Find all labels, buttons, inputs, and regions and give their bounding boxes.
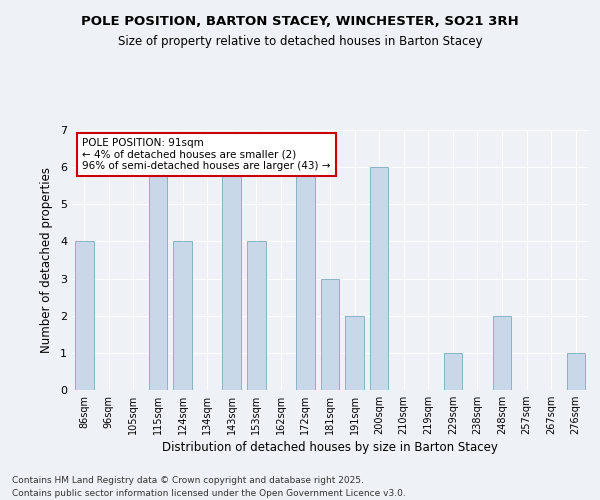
Bar <box>223 167 241 390</box>
X-axis label: Distribution of detached houses by size in Barton Stacey: Distribution of detached houses by size … <box>162 442 498 454</box>
Text: Size of property relative to detached houses in Barton Stacey: Size of property relative to detached ho… <box>118 35 482 48</box>
Text: Contains HM Land Registry data © Crown copyright and database right 2025.: Contains HM Land Registry data © Crown c… <box>12 476 364 485</box>
Text: POLE POSITION: 91sqm
← 4% of detached houses are smaller (2)
96% of semi-detache: POLE POSITION: 91sqm ← 4% of detached ho… <box>82 138 331 171</box>
Bar <box>566 353 585 390</box>
Y-axis label: Number of detached properties: Number of detached properties <box>40 167 53 353</box>
Bar <box>149 167 167 390</box>
Bar <box>247 242 265 390</box>
Bar <box>75 242 94 390</box>
Bar <box>296 167 314 390</box>
Bar <box>443 353 462 390</box>
Text: Contains public sector information licensed under the Open Government Licence v3: Contains public sector information licen… <box>12 488 406 498</box>
Bar <box>173 242 192 390</box>
Bar <box>370 167 388 390</box>
Bar <box>321 278 339 390</box>
Bar <box>346 316 364 390</box>
Text: POLE POSITION, BARTON STACEY, WINCHESTER, SO21 3RH: POLE POSITION, BARTON STACEY, WINCHESTER… <box>81 15 519 28</box>
Bar <box>493 316 511 390</box>
